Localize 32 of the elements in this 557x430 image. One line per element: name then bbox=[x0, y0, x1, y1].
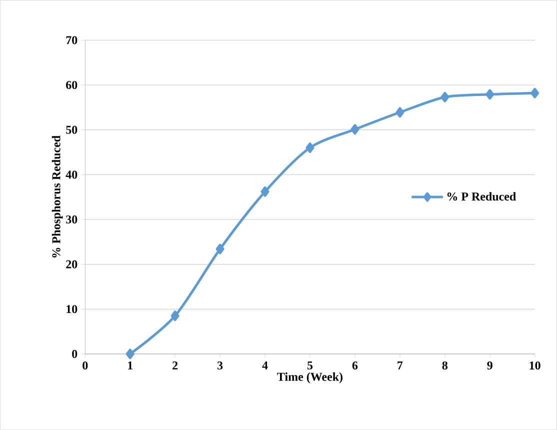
legend-label: % P Reduced bbox=[447, 192, 516, 201]
point bbox=[260, 186, 270, 197]
x-tick-label: 1 bbox=[128, 361, 132, 370]
y-tick-label: 40 bbox=[66, 170, 78, 179]
point bbox=[170, 310, 180, 322]
y-tick-label: 10 bbox=[66, 305, 78, 314]
y-axis-title: % Phosphorus Reduced bbox=[52, 136, 63, 258]
x-axis-title: Time (Week) bbox=[277, 372, 342, 384]
x-tick-label: 2 bbox=[172, 361, 178, 370]
x-tick-label: 0 bbox=[82, 361, 88, 370]
y-tick-label: 20 bbox=[66, 260, 78, 268]
y-tick-label: 30 bbox=[66, 215, 78, 224]
point bbox=[440, 92, 450, 102]
x-tick-label: 7 bbox=[398, 361, 403, 370]
point bbox=[396, 107, 404, 118]
y-tick-label: 70 bbox=[66, 36, 78, 44]
x-tick-label: 6 bbox=[352, 361, 358, 370]
y-tick-label: 60 bbox=[66, 80, 78, 89]
y-tick-label: 0 bbox=[72, 350, 78, 358]
x-tick-label: 4 bbox=[262, 361, 268, 370]
point bbox=[486, 89, 494, 100]
x-tick-label: 9 bbox=[487, 361, 492, 370]
y-tick-label: 50 bbox=[66, 126, 78, 134]
x-tick-label: 3 bbox=[218, 361, 223, 370]
point bbox=[306, 142, 314, 153]
point bbox=[530, 88, 540, 98]
x-tick-label: 8 bbox=[442, 361, 448, 370]
x-tick-label: 5 bbox=[307, 361, 313, 370]
point bbox=[126, 348, 134, 360]
x-tick-label: 10 bbox=[530, 361, 540, 370]
point bbox=[350, 124, 360, 135]
point bbox=[216, 244, 224, 254]
